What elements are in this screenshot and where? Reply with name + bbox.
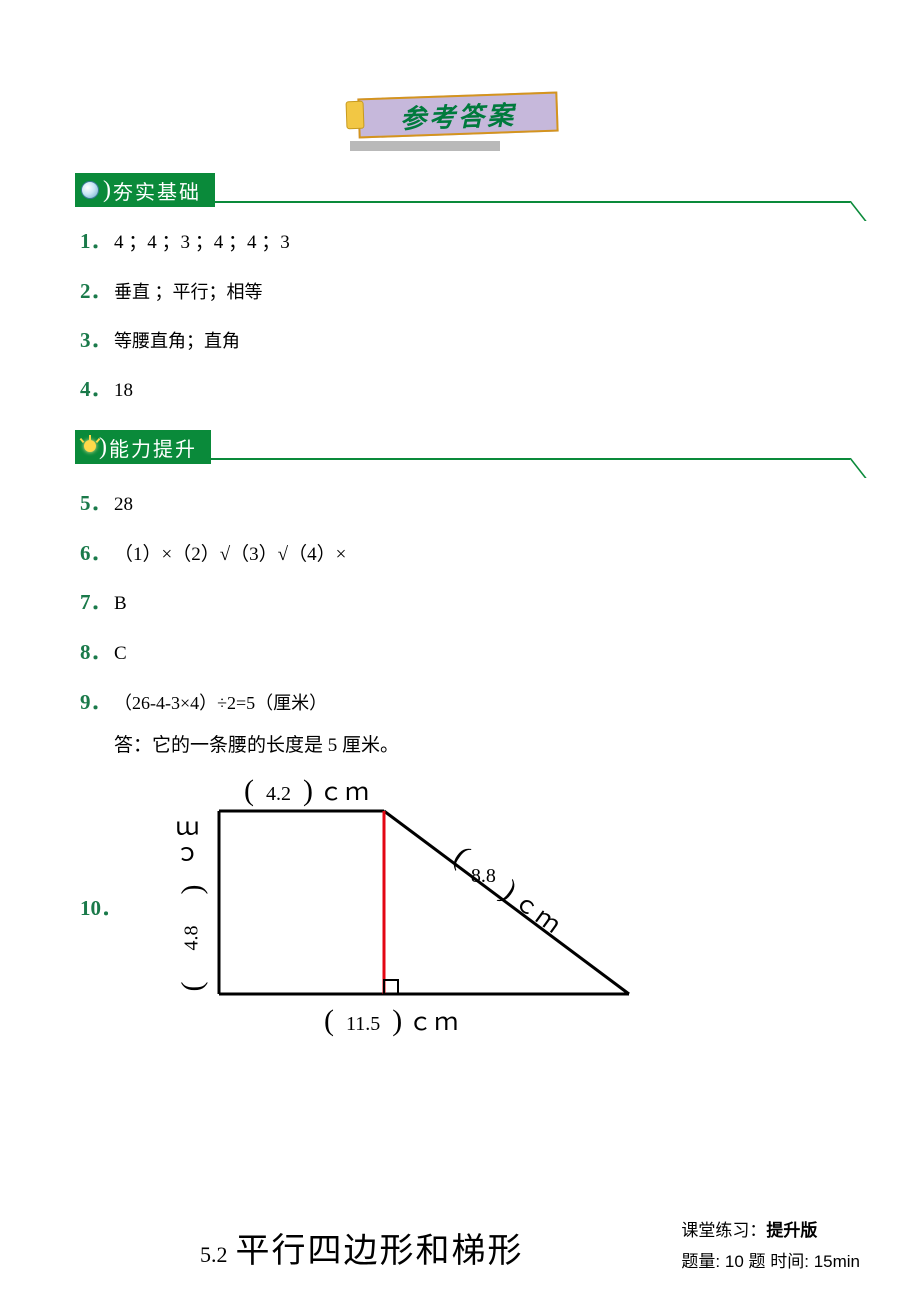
answer-number: 6．: [80, 540, 114, 567]
fig-left-label: ｃｍ ) 4.8 (: [176, 814, 207, 1010]
answer-text: （26-4-3×4）÷2=5（厘米）: [114, 692, 327, 715]
globe-icon: [81, 181, 99, 199]
answer-row: 3． 等腰直角；直角: [80, 327, 840, 354]
answer-number: 10．: [80, 895, 124, 922]
answer-row: 2． 垂直 ；平行；相等: [80, 278, 840, 305]
page-footer: 5.2 平行四边形和梯形 课堂练习：提升版 题量: 10 题 时间: 15min: [0, 1216, 860, 1272]
answer-row: 9． （26-4-3×4）÷2=5（厘米）: [80, 689, 840, 716]
section-hook: [833, 201, 867, 221]
answer-row: 8． C: [80, 639, 840, 667]
section-tab: ) 能力提升: [75, 430, 211, 464]
answer-row: 4． 18: [80, 376, 840, 404]
answer-text: C: [114, 642, 127, 667]
banner-shadow: [350, 141, 500, 151]
answer-text: 18: [114, 379, 133, 404]
paren-icon: ): [103, 177, 111, 204]
banner-title: 参考答案: [399, 94, 516, 135]
section-hook: [833, 458, 867, 478]
fig-bottom-label: ( 11.5 ) ｃｍ: [324, 1001, 460, 1040]
clip-icon: [346, 101, 365, 130]
answer-number: 7．: [80, 589, 114, 616]
answer-number: 1．: [80, 228, 114, 255]
answer-number: 2．: [80, 278, 114, 305]
answer-text: （1）×（2）√（3）√（4）×: [114, 543, 346, 568]
trapezoid-figure: ( 4.2 ) ｃｍ ( 8.8 ) ｃｍ ( 11.5 ) ｃｍ ｃｍ ) 4…: [124, 769, 644, 1049]
footer-meta: 课堂练习：提升版 题量: 10 题 时间: 15min: [681, 1216, 860, 1272]
footer-title: 5.2 平行四边形和梯形: [200, 1223, 524, 1272]
banner-box: 参考答案: [357, 92, 558, 139]
footer-section-number: 5.2: [200, 1242, 228, 1268]
answer-row: 6． （1）×（2）√（3）√（4）×: [80, 540, 840, 568]
answer-row-10: 10． ( 4.2 ) ｃｍ ( 8.8 ) ｃｍ: [80, 769, 840, 1049]
section-tab: ) 夯实基础: [75, 173, 215, 207]
answer-number: 8．: [80, 639, 114, 666]
section-header-advanced: ) 能力提升: [75, 430, 850, 466]
answer-9-line2: 答：它的一条腰的长度是 5 厘米。: [114, 734, 840, 759]
answer-key-banner: 参考答案: [350, 95, 570, 143]
footer-meta-line2: 题量: 10 题 时间: 15min: [681, 1247, 860, 1272]
bulb-icon: [81, 438, 99, 456]
section-header-basics: ) 夯实基础: [75, 173, 850, 209]
answer-row: 7． B: [80, 589, 840, 617]
answer-text: 4 ；4 ；3 ；4 ；4 ；3: [114, 231, 290, 256]
paren-icon: ): [99, 434, 107, 461]
answer-number: 9．: [80, 689, 114, 716]
answer-row: 5． 28: [80, 490, 840, 518]
answer-number: 4．: [80, 376, 114, 403]
answer-text: 28: [114, 493, 133, 518]
section-label: 夯实基础: [113, 176, 201, 205]
answers-advanced: 5． 28 6． （1）×（2）√（3）√（4）× 7． B 8． C 9． （…: [80, 490, 840, 1049]
fig-top-label: ( 4.2 ) ｃｍ: [244, 771, 371, 810]
answers-basics: 1． 4 ；4 ；3 ；4 ；4 ；3 2． 垂直 ；平行；相等 3． 等腰直角…: [80, 228, 840, 426]
section-label: 能力提升: [109, 433, 197, 462]
answer-text: B: [114, 592, 127, 617]
answer-text: 等腰直角；直角: [114, 330, 240, 353]
answer-number: 3．: [80, 327, 114, 354]
answer-row: 1． 4 ；4 ；3 ；4 ；4 ；3: [80, 228, 840, 256]
answer-text: 垂直 ；平行；相等: [114, 281, 263, 304]
footer-section-name: 平行四边形和梯形: [236, 1223, 524, 1272]
answer-number: 5．: [80, 490, 114, 517]
footer-meta-line1: 课堂练习：提升版: [681, 1216, 860, 1241]
